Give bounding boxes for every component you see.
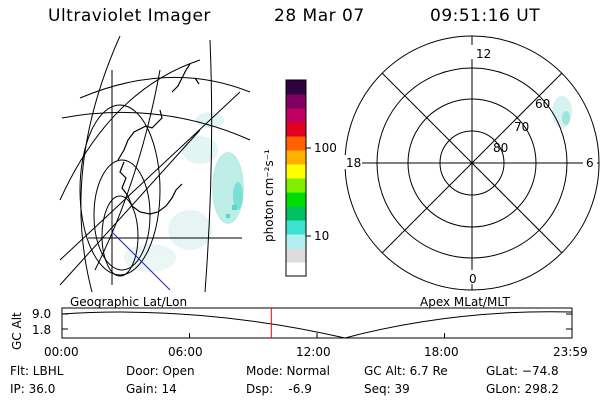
mlt-label-12: 12: [476, 47, 492, 61]
colorbar-band: [286, 136, 306, 151]
timeline-y-tick-top: 9.0: [32, 307, 52, 321]
timeline-x-tick-0: 00:00: [44, 345, 79, 359]
mlat-label-60: 60: [535, 97, 551, 111]
info-glon: GLon: 298.2: [486, 382, 559, 396]
aurora-speckle: [124, 112, 244, 272]
timeline-x-tick-2: 12:00: [296, 345, 331, 359]
timeline-x-tick-4: 23:59: [553, 345, 588, 359]
instrument-title: Ultraviolet Imager: [48, 6, 211, 26]
date-label: 28 Mar 07: [274, 6, 365, 26]
timeline-x-tick-1: 06:00: [168, 345, 203, 359]
info-dsp: Dsp: -6.9: [246, 382, 312, 396]
mlt-label-6: 6: [586, 156, 594, 170]
geo-map-label: Geographic Lat/Lon: [70, 295, 188, 309]
info-ip: IP: 36.0: [10, 382, 56, 396]
colorbar-band: [286, 220, 306, 235]
colorbar-tick-label-10: 10: [314, 229, 330, 243]
colorbar-band: [286, 206, 306, 221]
timeline-y-label: GC Alt: [10, 312, 24, 350]
colorbar-band: [286, 80, 306, 95]
colorbar-band: [286, 234, 306, 249]
info-glat: GLat: −74.8: [486, 364, 559, 378]
colorbar-band: [286, 178, 306, 193]
info-flt: Flt: LBHL: [10, 364, 64, 378]
colorbar-unit-label: photon cm⁻²s⁻¹: [262, 149, 276, 242]
mlat-label-70: 70: [514, 120, 530, 134]
colorbar-band: [286, 122, 306, 137]
timeline-x-tick-3: 18:00: [424, 345, 459, 359]
colorbar-tick-label-100: 100: [314, 141, 337, 155]
polar-plot-label: Apex MLat/MLT: [420, 295, 510, 309]
colorbar-band: [286, 248, 306, 263]
altitude-curve: [61, 311, 573, 339]
colorbar-band: [286, 192, 306, 207]
mlt-label-18: 18: [346, 156, 362, 170]
polar-aurora: [552, 96, 572, 128]
info-mode: Mode: Normal: [246, 364, 330, 378]
timeline-y-tick-bottom: 1.8: [32, 323, 52, 337]
colorbar-band: [286, 164, 306, 179]
info-gain: Gain: 14: [126, 382, 177, 396]
mlat-label-80: 80: [493, 141, 509, 155]
info-seq: Seq: 39: [364, 382, 410, 396]
info-door: Door: Open: [126, 364, 195, 378]
mlt-label-0: 0: [469, 272, 477, 286]
colorbar-band: [286, 262, 306, 277]
info-gcalt: GC Alt: 6.7 Re: [364, 364, 448, 378]
colorbar-band: [286, 150, 306, 165]
colorbar-band: [286, 108, 306, 123]
colorbar-band: [286, 94, 306, 109]
time-label: 09:51:16 UT: [430, 6, 541, 26]
